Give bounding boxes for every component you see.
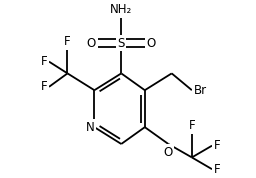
Text: Br: Br — [194, 84, 207, 97]
Text: O: O — [164, 146, 173, 159]
Text: F: F — [64, 35, 71, 48]
Text: NH₂: NH₂ — [110, 3, 132, 16]
Text: O: O — [87, 37, 96, 50]
Text: F: F — [41, 80, 47, 93]
Text: N: N — [86, 121, 94, 134]
Text: F: F — [41, 55, 47, 68]
Text: S: S — [118, 37, 125, 50]
Text: F: F — [189, 119, 195, 132]
Text: F: F — [214, 139, 220, 152]
Text: O: O — [146, 37, 156, 50]
Text: F: F — [214, 163, 220, 176]
